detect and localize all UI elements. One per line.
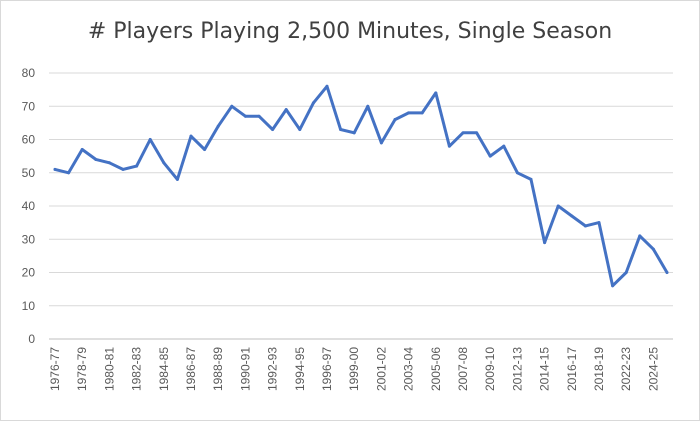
data-point — [311, 101, 315, 105]
data-point — [420, 111, 424, 115]
data-point — [379, 141, 383, 145]
y-tick-label: 50 — [22, 166, 36, 180]
data-point — [638, 234, 642, 238]
data-point — [352, 131, 356, 135]
x-tick-label: 1988-89 — [211, 347, 225, 391]
data-point — [121, 167, 125, 171]
data-point — [339, 128, 343, 132]
y-tick-label: 0 — [28, 332, 35, 346]
data-point — [189, 134, 193, 138]
x-tick-label: 2022-23 — [619, 347, 633, 391]
chart-title: # Players Playing 2,500 Minutes, Single … — [87, 19, 613, 44]
data-point — [203, 147, 207, 151]
data-point — [529, 177, 533, 181]
data-point — [556, 204, 560, 208]
data-point — [298, 128, 302, 132]
y-tick-label: 20 — [22, 266, 36, 280]
x-tick-label: 2018-19 — [592, 347, 606, 391]
y-tick-label: 30 — [22, 232, 36, 246]
y-axis-ticks: 0 10 20 30 40 50 60 70 80 — [22, 66, 36, 346]
data-point — [53, 167, 57, 171]
x-tick-label: 1999-00 — [347, 347, 361, 391]
data-point — [502, 144, 506, 148]
data-point — [447, 144, 451, 148]
x-tick-label: 2014-15 — [538, 347, 552, 391]
x-tick-label: 2007-08 — [456, 347, 470, 391]
x-tick-label: 1978-79 — [75, 347, 89, 391]
x-tick-label: 2024-25 — [646, 347, 660, 391]
x-axis-ticks: 1976-77 1978-79 1980-81 1982-83 1984-85 1986-… — [48, 347, 660, 391]
data-point — [597, 221, 601, 225]
data-point — [325, 84, 329, 88]
data-point — [407, 111, 411, 115]
x-tick-label: 1986-87 — [184, 347, 198, 391]
data-point — [570, 214, 574, 218]
x-tick-label: 2016-17 — [565, 347, 579, 391]
data-point — [135, 164, 139, 168]
data-point — [434, 91, 438, 95]
data-point — [243, 114, 247, 118]
data-point — [393, 118, 397, 122]
data-point — [651, 247, 655, 251]
x-tick-label: 2012-13 — [510, 347, 524, 391]
data-point — [583, 224, 587, 228]
data-point — [67, 171, 71, 175]
data-point — [665, 271, 669, 274]
x-tick-label: 1980-81 — [102, 347, 116, 391]
x-tick-label: 1976-77 — [48, 347, 62, 391]
x-tick-label: 2005-06 — [429, 347, 443, 391]
x-tick-label: 1982-83 — [130, 347, 144, 391]
data-point — [515, 171, 519, 175]
y-tick-label: 10 — [22, 299, 36, 313]
data-point — [543, 241, 547, 245]
data-point — [257, 114, 261, 118]
data-point — [284, 108, 288, 112]
gridlines — [49, 72, 673, 340]
data-point — [162, 161, 166, 165]
x-tick-label: 2009-10 — [483, 347, 497, 391]
series-line — [53, 84, 669, 288]
data-point — [366, 104, 370, 108]
data-point — [271, 128, 275, 132]
data-point — [216, 124, 220, 128]
x-tick-label: 1994-95 — [293, 347, 307, 391]
data-point — [230, 104, 234, 108]
x-tick-label: 1984-85 — [157, 347, 171, 391]
x-tick-label: 2001-02 — [374, 347, 388, 391]
y-tick-label: 40 — [22, 199, 36, 213]
data-point — [107, 161, 111, 165]
data-point — [148, 138, 152, 141]
x-tick-label: 2003-04 — [402, 347, 416, 391]
y-tick-label: 60 — [22, 133, 36, 147]
y-tick-label: 70 — [22, 99, 36, 113]
data-point — [488, 154, 492, 158]
data-point — [80, 147, 84, 151]
data-point — [175, 177, 179, 181]
x-tick-label: 1990-91 — [238, 347, 252, 391]
data-point — [94, 157, 98, 161]
data-point — [611, 284, 615, 288]
data-point — [624, 271, 628, 274]
x-tick-label: 1992-93 — [266, 347, 280, 391]
data-point — [475, 131, 479, 135]
data-point — [461, 131, 465, 135]
series-layer — [53, 84, 669, 288]
x-tick-label: 1996-97 — [320, 347, 334, 391]
y-tick-label: 80 — [22, 66, 36, 80]
